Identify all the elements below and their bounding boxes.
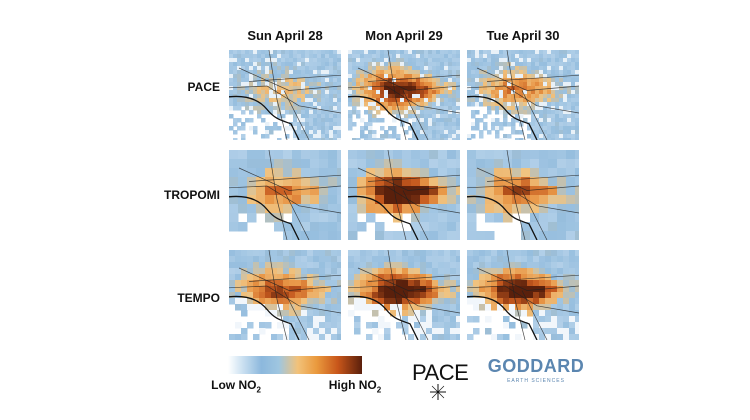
no2-heatmap — [348, 250, 460, 340]
coastline — [467, 195, 538, 240]
highway-line — [238, 267, 341, 291]
row-header-tempo: TEMPO — [177, 291, 220, 305]
no2-heatmap — [467, 250, 579, 340]
highway-line — [367, 274, 460, 282]
highway-line — [367, 74, 460, 82]
no2-heatmap — [229, 150, 341, 240]
highway-line — [268, 150, 288, 240]
map-panel-tropomi-tue — [467, 150, 579, 240]
highway-line — [387, 250, 407, 340]
highway-line — [348, 85, 460, 114]
coastline — [467, 95, 538, 140]
map-panel-tropomi-sun — [229, 150, 341, 240]
highway-line — [248, 174, 341, 182]
coastline — [229, 95, 300, 140]
map-panel-tropomi-mon — [348, 150, 460, 240]
coastline — [467, 295, 538, 340]
pace-logo: PACE — [408, 350, 470, 402]
goddard-logo: GODDARD EARTH SCIENCES — [486, 352, 586, 392]
highway-line — [238, 67, 341, 91]
highway-line — [486, 174, 579, 182]
goddard-logo-subtext: EARTH SCIENCES — [507, 378, 565, 384]
highway-line — [248, 274, 341, 282]
highway-line — [229, 185, 341, 214]
map-panel-pace-sun — [229, 50, 341, 140]
no2-color-scale — [228, 356, 362, 374]
highway-line — [268, 250, 288, 340]
highway-line — [367, 174, 460, 182]
highway-line — [357, 267, 460, 291]
goddard-logo-text: GODDARD — [487, 356, 585, 376]
no2-heatmap — [467, 50, 579, 140]
map-panel-pace-mon — [348, 50, 460, 140]
highway-line — [348, 285, 460, 314]
highway-line — [229, 85, 341, 114]
map-panel-tempo-sun — [229, 250, 341, 340]
highway-line — [268, 50, 288, 140]
coastline — [348, 295, 419, 340]
column-header-sun: Sun April 28 — [247, 28, 323, 43]
highway-line — [348, 185, 460, 214]
coastline — [348, 195, 419, 240]
map-panel-tempo-mon — [348, 250, 460, 340]
pace-logo-text: PACE — [412, 360, 468, 385]
no2-heatmap — [348, 50, 460, 140]
highway-line — [357, 67, 460, 91]
highway-line — [506, 250, 526, 340]
highway-line — [467, 285, 579, 314]
column-header-tue: Tue April 30 — [486, 28, 560, 43]
highway-line — [248, 74, 341, 82]
highway-line — [476, 67, 579, 91]
highway-line — [467, 185, 579, 214]
highway-line — [387, 50, 407, 140]
coastline — [229, 195, 300, 240]
highway-line — [506, 50, 526, 140]
highway-line — [486, 274, 579, 282]
highway-line — [357, 167, 460, 191]
highway-line — [486, 74, 579, 82]
coastline — [348, 95, 419, 140]
coastline — [229, 295, 300, 340]
legend-low-label: Low NO2 — [211, 378, 261, 395]
legend-high-label: High NO2 — [328, 378, 382, 395]
highway-line — [476, 267, 579, 291]
row-header-pace: PACE — [187, 80, 220, 94]
highway-line — [238, 167, 341, 191]
column-header-mon: Mon April 29 — [365, 28, 443, 43]
no2-heatmap — [229, 250, 341, 340]
no2-heatmap — [467, 150, 579, 240]
highway-line — [387, 150, 407, 240]
highway-line — [229, 285, 341, 314]
no2-heatmap — [348, 150, 460, 240]
map-panel-tempo-tue — [467, 250, 579, 340]
no2-heatmap — [229, 50, 341, 140]
highway-line — [476, 167, 579, 191]
highway-line — [467, 85, 579, 114]
highway-line — [506, 150, 526, 240]
row-header-tropomi: TROPOMI — [164, 188, 220, 202]
map-panel-pace-tue — [467, 50, 579, 140]
